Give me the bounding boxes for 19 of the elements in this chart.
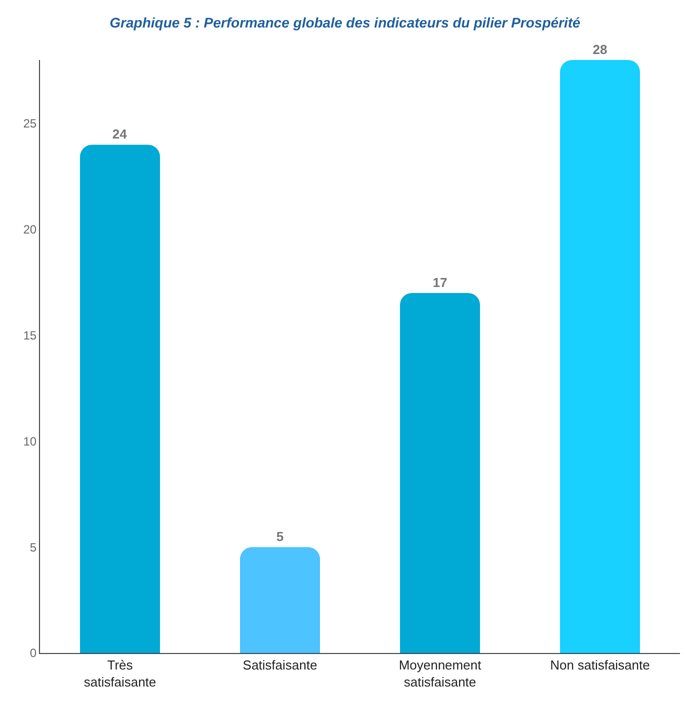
x-tick-label: Non satisfaisante [550,658,650,673]
y-tick-label: 15 [23,328,37,343]
data-label: 28 [592,42,608,57]
x-tick-label: Très satisfaisante [84,658,156,690]
y-tick-label: 20 [23,222,37,237]
y-tick-label: 10 [23,434,37,448]
y-tick-label: 0 [30,646,37,660]
y-tick-label: 25 [23,116,37,131]
chart-title: Graphique 5 : Performance globale des indicateurs du pilier Prospérité [110,14,581,30]
bar [240,547,320,653]
x-tick-label: Moyennement satisfaisante [398,658,482,690]
data-label: 5 [276,529,284,544]
x-tick-label: Satisfaisante [242,658,318,673]
y-tick-label: 5 [30,540,37,554]
bar [560,60,640,653]
bar [400,292,480,653]
bar [80,144,160,653]
data-label: 17 [432,274,448,290]
data-label: 24 [112,126,128,142]
